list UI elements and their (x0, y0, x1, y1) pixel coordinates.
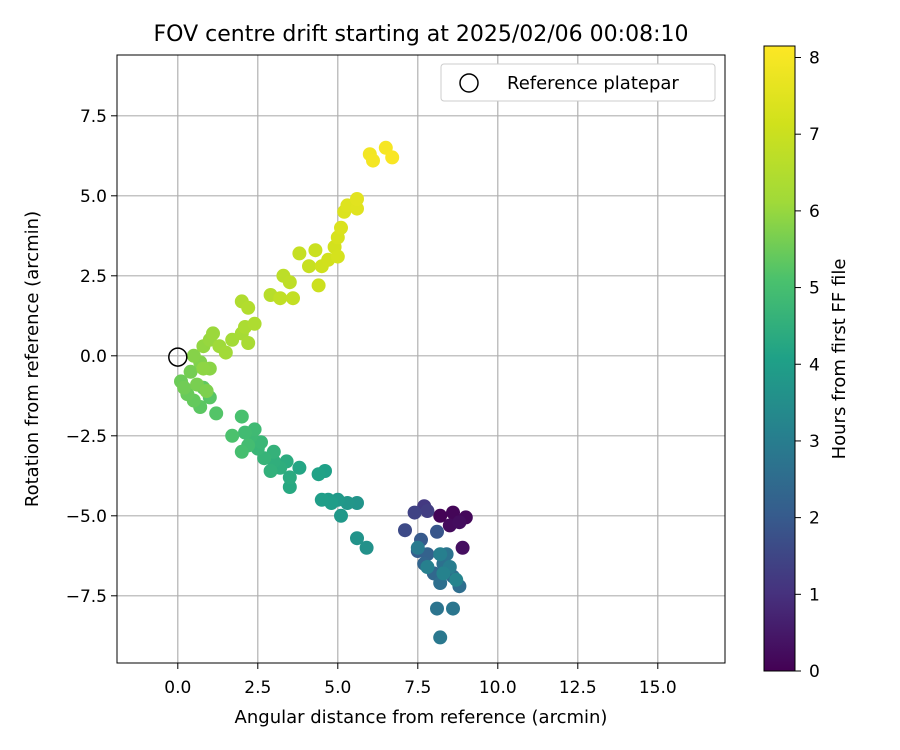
data-point (263, 464, 278, 478)
data-point (433, 508, 448, 523)
data-point (366, 153, 380, 168)
colorbar-tick-label: 4 (809, 355, 820, 375)
y-tick-label: −2.5 (66, 427, 107, 447)
x-tick-label: 5.0 (324, 678, 351, 698)
data-point (449, 572, 464, 587)
data-point (311, 467, 326, 482)
data-point (410, 540, 425, 555)
data-point (196, 361, 211, 376)
y-axis-ticks: 7.5 5.0 2.5 0.0 −2.5 −5.0 −7.5 (66, 107, 117, 607)
y-tick-label: −7.5 (66, 587, 107, 607)
y-tick-label: 7.5 (80, 107, 107, 127)
x-tick-label: 7.5 (404, 678, 431, 698)
data-point (433, 630, 448, 645)
x-tick-label: 10.0 (479, 678, 517, 698)
data-point (350, 496, 364, 510)
data-point (282, 480, 297, 494)
data-point (206, 326, 220, 341)
data-point (241, 300, 256, 315)
plot-frame (116, 54, 726, 664)
colorbar-tick-label: 3 (809, 432, 820, 452)
data-point (398, 523, 412, 538)
data-point (314, 492, 329, 507)
grid (117, 55, 725, 663)
data-point (446, 601, 460, 616)
data-point (241, 336, 256, 350)
data-point (282, 470, 297, 485)
colorbar-gradient (763, 45, 796, 672)
data-point (225, 428, 240, 443)
data-point (209, 406, 224, 421)
data-point (334, 220, 348, 235)
data-point (385, 150, 400, 165)
data-point (334, 508, 348, 523)
colorbar-tick-label: 2 (809, 509, 820, 529)
data-point (292, 246, 307, 261)
data-point (177, 380, 192, 395)
data-point (234, 444, 249, 459)
colorbar-label: Hours from first FF file (829, 259, 850, 460)
data-point (286, 291, 300, 306)
y-tick-label: 0.0 (80, 347, 107, 367)
data-point (350, 201, 364, 216)
data-point (436, 566, 451, 581)
data-point (350, 531, 364, 546)
x-axis-label: Angular distance from reference (arcmin) (235, 707, 608, 728)
x-axis-ticks: 0.0 2.5 5.0 7.5 10.0 12.5 15.0 (164, 663, 677, 698)
x-tick-label: 15.0 (639, 678, 677, 698)
y-tick-label: 2.5 (80, 267, 107, 287)
data-point (330, 249, 345, 264)
y-tick-label: 5.0 (80, 187, 107, 207)
data-point (247, 316, 262, 331)
colorbar: 0 1 2 3 4 5 6 7 8 Hours from first FF file (763, 45, 850, 682)
x-tick-label: 2.5 (244, 678, 271, 698)
reference-platepar-marker (168, 347, 188, 367)
colorbar-tick-label: 8 (809, 49, 820, 69)
data-point (420, 560, 435, 574)
colorbar-tick-label: 5 (809, 279, 820, 299)
legend: Reference platepar (440, 63, 716, 102)
data-point (218, 345, 233, 360)
data-point (420, 504, 435, 518)
legend-box (440, 63, 716, 102)
data-point (359, 540, 374, 555)
legend-label: Reference platepar (507, 73, 679, 94)
colorbar-tick-label: 1 (809, 585, 820, 605)
y-tick-label: −5.0 (66, 507, 107, 527)
data-points (174, 140, 473, 645)
data-point (199, 384, 214, 398)
colorbar-tick-label: 6 (809, 202, 820, 222)
data-point (433, 547, 448, 562)
data-point (311, 278, 326, 293)
data-point (186, 348, 201, 363)
data-point (430, 601, 444, 616)
data-point (452, 515, 467, 530)
data-point (302, 259, 316, 274)
x-tick-label: 12.5 (559, 678, 597, 698)
data-point (455, 540, 470, 555)
colorbar-tick-label: 0 (809, 662, 820, 682)
data-point (183, 364, 198, 379)
data-point (234, 409, 249, 424)
data-point (273, 291, 288, 306)
y-axis-label: Rotation from reference (arcmin) (22, 211, 43, 507)
legend-marker-icon (459, 73, 479, 93)
data-point (292, 460, 307, 475)
data-point (238, 425, 252, 440)
colorbar-ticks: 0 1 2 3 4 5 6 7 8 (795, 49, 820, 682)
data-point (407, 505, 422, 520)
x-tick-label: 0.0 (164, 678, 191, 698)
colorbar-tick-label: 7 (809, 125, 820, 145)
data-point (308, 243, 323, 258)
chart-title: FOV centre drift starting at 2025/02/06 … (154, 22, 689, 47)
data-point (430, 524, 444, 539)
data-point (282, 275, 297, 290)
data-point (350, 192, 364, 206)
